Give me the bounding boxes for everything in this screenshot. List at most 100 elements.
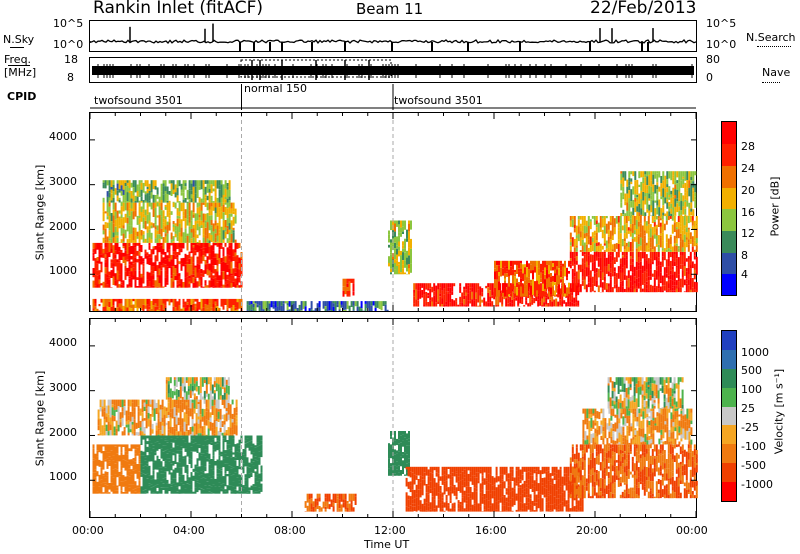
power-cell [144,209,147,216]
velocity-cell [127,424,130,428]
velocity-cell [144,453,147,458]
power-cell [186,235,189,243]
velocity-cell [525,483,528,488]
power-cell [352,306,355,311]
power-cell [660,188,663,197]
power-cell [102,211,105,222]
power-cell [661,290,664,293]
power-cell [184,253,187,258]
power-cell [656,171,659,174]
power-cell [178,216,181,219]
power-cell [108,222,111,231]
velocity-cell [439,493,442,503]
power-cell [214,242,217,243]
power-cell [573,289,576,293]
velocity-cell [179,386,182,390]
velocity-cell [164,435,167,439]
velocity-cell [113,426,116,433]
power-cell [116,259,119,263]
velocity-cell [501,496,504,506]
velocity-cell [529,494,532,499]
velocity-cell [188,484,191,494]
velocity-cell [138,459,141,462]
power-cell [132,187,135,192]
power-cell [188,202,191,211]
power-cell [571,237,574,247]
power-cell [651,261,654,265]
velocity-cell [106,444,109,453]
velocity-cell [523,466,526,472]
velocity-cell [419,482,422,490]
velocity-cell [238,483,241,487]
power-cell [465,292,468,296]
power-cell [665,266,668,274]
power-cell [238,275,241,278]
power-cell [540,278,542,283]
power-cell [632,207,635,216]
power-cell [182,180,185,187]
power-cell [122,217,125,226]
power-cell [310,301,313,310]
velocity-cell [565,482,568,491]
velocity-cell [250,485,253,491]
power-cell [635,216,638,220]
power-cell [356,309,359,311]
velocity-cell [533,502,536,506]
power-cell [520,271,522,279]
velocity-cell [186,435,189,444]
velocity-cell [463,508,466,512]
power-cell [569,220,572,227]
power-cell [186,302,189,305]
power-cell [605,223,608,234]
power-cell [92,252,95,256]
power-cell [677,222,680,230]
power-cell [130,234,133,243]
power-cell [204,194,207,198]
power-cell [510,284,512,291]
power-cell [230,208,233,214]
power-cell [168,180,171,184]
velocity-cell [217,419,220,422]
power-cell [601,216,604,219]
power-cell [152,246,155,249]
velocity-cell [157,434,160,436]
power-cell [629,288,632,293]
velocity-cell [406,433,408,440]
power-cell [676,171,679,178]
velocity-cell [390,463,392,467]
power-cell [531,294,534,300]
power-cell [611,287,614,293]
power-cell [548,274,550,278]
power-cell [234,284,237,288]
power-cell [204,202,207,207]
velocity-cell [413,478,416,481]
power-cell [394,269,396,275]
power-cell [150,266,153,270]
velocity-cell [116,469,119,475]
power-cell [603,233,606,244]
velocity-cell [158,443,161,450]
power-cell [677,281,680,288]
power-cell [228,280,231,288]
velocity-cell [217,398,220,400]
power-cell [174,202,177,209]
velocity-cell [513,497,516,506]
velocity-cell [137,432,140,435]
power-cell [170,275,173,278]
velocity-cell [427,469,430,477]
velocity-cell [230,475,233,486]
velocity-cell [152,478,155,487]
power-cell [423,283,426,292]
power-cell [494,288,496,297]
power-cell [262,301,265,310]
power-cell [346,283,349,287]
power-cell [202,307,205,311]
power-cell [679,241,682,248]
power-cell [174,225,177,231]
power-cell [694,196,697,200]
velocity-cell [429,472,432,479]
power-cell [398,224,400,233]
power-cell [260,301,263,311]
power-cell [514,293,516,297]
power-cell [591,232,594,238]
